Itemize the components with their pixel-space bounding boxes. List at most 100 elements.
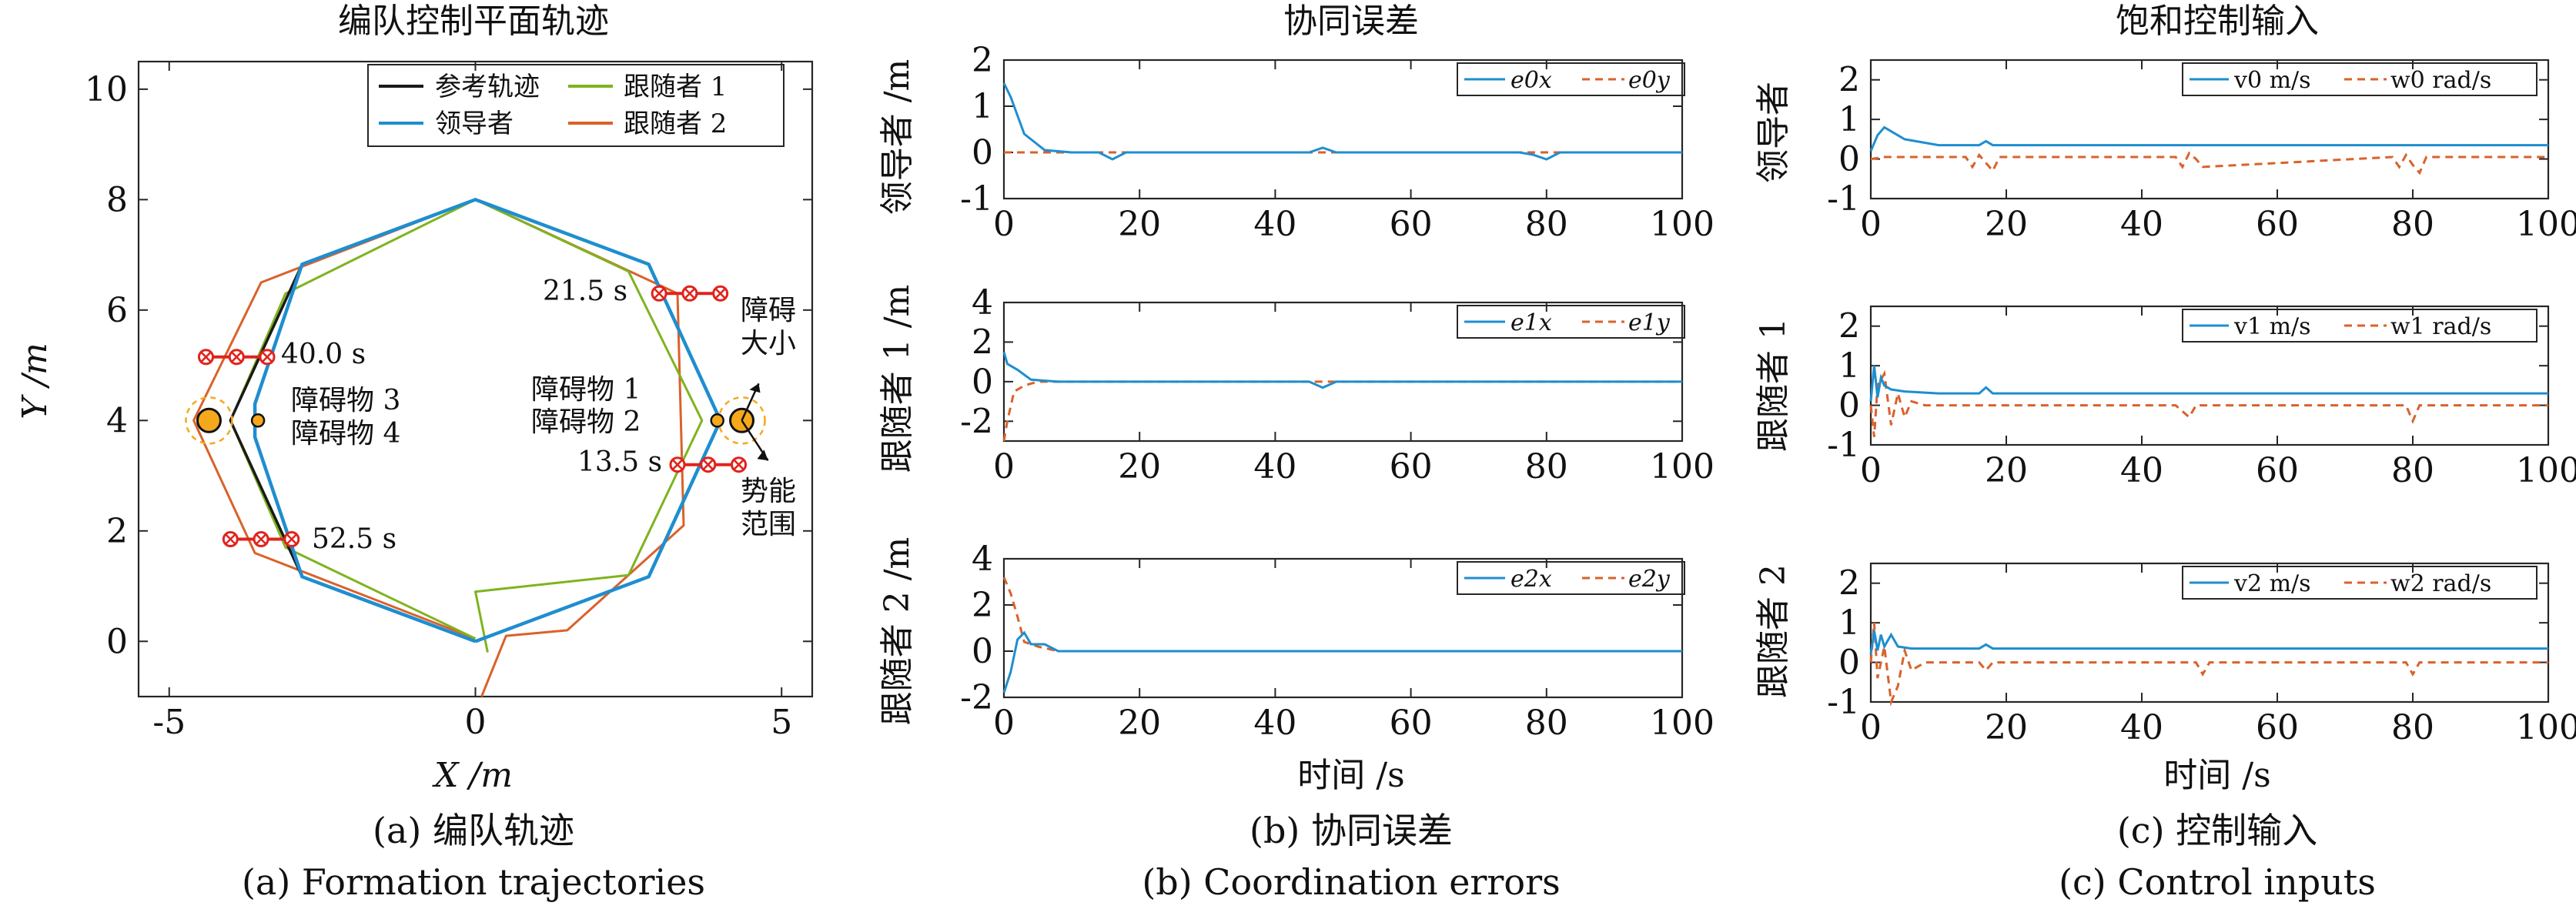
panel-b-row2-xtick-label: 100 [1650,703,1715,743]
legend-label-v1: v1 m/s [2233,313,2311,340]
obstacle-potential-range [185,396,233,445]
panel-c-row1-xtick-label: 40 [2120,451,2163,490]
obstacle-label-4: 障碍物 4 [291,418,400,449]
formation-node-cross [654,288,665,299]
panel-a-xlabel: X /m [432,756,513,795]
panel-a-legend: 参考轨迹 领导者 跟随者 1 跟随者 2 [367,64,785,147]
panel-c-row2-ytick-label: 0 [1838,643,1860,683]
marker-label-400: 40.0 s [281,339,366,370]
panel-b-caption-en: (b) Coordination errors [1142,861,1560,903]
panel-c-row1-xtick-label: 100 [2516,451,2576,490]
obstacle-small [710,413,724,428]
range-arrow-head [757,449,768,461]
formation-node-cross [286,533,297,545]
panel-a-ylabel: Y /m [15,343,55,419]
panel-a-title: 编队控制平面轨迹 [338,2,609,41]
panel-b-caption-zh: (b) 协同误差 [1250,810,1453,851]
panel-b-title: 协同误差 [1283,2,1419,41]
legend-label-follower1: 跟随者 1 [624,72,727,102]
panel-c-row0-ytick-label: 0 [1838,140,1860,179]
panel-b-row0-xtick-label: 80 [1525,205,1568,244]
panel-c-title: 饱和控制输入 [2116,2,2319,41]
panel-b-row2-axes-frame [1002,557,1684,699]
legend-label-e1y: e1y [1628,309,1671,336]
panel-c-row1-xtick-label: 20 [1985,451,2028,490]
legend-label-v0: v0 m/s [2233,67,2311,94]
formation-node-cross [200,351,212,363]
panel-c-row0-xtick-label: 40 [2120,205,2163,244]
marker-label-135: 13.5 s [577,446,662,478]
panel-b-row2-xtick-label: 40 [1253,703,1296,743]
series-w2 [1869,622,2548,707]
panel-c-row0-ytick-label: 1 [1838,100,1860,139]
panel-c-caption-en: (c) Control inputs [2059,861,2376,903]
series-v2 [1869,630,2548,655]
trajectory-leader [253,198,722,643]
panel-b-row0-ytick-label: -1 [960,179,993,219]
legend-label-reference: 参考轨迹 [435,72,540,102]
obstacle-label-1: 障碍物 1 [531,374,641,406]
formation-node-cross [684,288,695,299]
panel-a-ytick-label: 8 [106,180,128,219]
series-v1 [1869,365,2548,402]
panel-a-ytick-label: 4 [106,401,128,440]
panel-b-row2-ytick-label: 2 [972,586,993,625]
panel-c-ylabel-2: 跟随者 2 [1754,564,1793,698]
series-e2y [1002,576,1682,653]
legend-label-leader: 领导者 [435,109,514,139]
panel-c-ylabel-0: 领导者 [1754,82,1793,183]
panel-c-row0-ytick-label: -1 [1827,179,1860,219]
series-e1x [1002,351,1682,389]
panel-b-row1-ytick-label: 0 [972,363,993,402]
panel-b-legend-0: e0x e0y [1457,62,1685,96]
panel-a-ytick-label: 10 [85,70,128,109]
panel-c-ylabel-1: 跟随者 1 [1754,318,1793,452]
panel-c-row1-ytick-label: 1 [1838,346,1860,386]
obstacle-label-3: 障碍物 3 [291,385,400,416]
panel-c-row2-xtick-label: 100 [2516,708,2576,747]
panel-b-row0-ytick-label: 0 [972,133,993,172]
panel-b-row1-xtick-label: 40 [1253,447,1296,486]
potential-range-label-a: 势能 [741,476,796,507]
obstacle-size-label-a: 障碍 [741,295,796,326]
panel-b-row1-ytick-label: 2 [972,322,993,362]
series-e0x [1002,82,1682,161]
panel-c-row2-xtick-label: 60 [2256,708,2299,747]
panel-b-xlabel: 时间 /s [1297,756,1404,795]
series-w0 [1870,151,2548,175]
panel-a-axes-frame [137,60,814,698]
panel-c-row2-ytick-label: 1 [1838,603,1860,643]
potential-range-label-b: 范围 [741,509,796,540]
panel-b-legend-1: e1x e1y [1457,305,1685,339]
panel-b-row1-ytick-label: 4 [972,283,993,322]
series-e1y [1002,380,1682,442]
panel-c-row2-axes-frame [1869,562,2550,703]
formation-node-cross [733,459,744,470]
panel-c-row2-xtick-label: 20 [1985,708,2028,747]
marker-label-525: 52.5 s [312,523,396,555]
panel-b-ylabel-0: 领导者 /m [878,59,917,216]
panel-c-legend-2: v2 m/s w2 rad/s [2182,566,2538,600]
panel-a-xtick-label: -5 [152,703,186,742]
panel-a-caption-en: (a) Formation trajectories [242,861,705,903]
panel-b-row0-ytick-label: 2 [972,41,993,80]
legend-label-e0x: e0x [1510,67,1552,94]
panel-b-row0-xtick-label: 40 [1253,205,1296,244]
panel-a-caption-zh: (a) 编队轨迹 [373,810,574,851]
formation-node-cross [231,351,243,363]
panel-c-row1-xtick-label: 80 [2391,451,2434,490]
panel-c-xlabel: 时间 /s [2163,756,2270,795]
series-v0 [1869,125,2548,152]
panel-c-row0-xtick-label: 0 [1860,205,1882,244]
panel-b-row1-xtick-label: 20 [1118,447,1161,486]
panel-a-ytick-label: 6 [106,291,128,330]
panel-c-row1-ytick-label: 0 [1838,386,1860,426]
panel-b-row0-axes-frame [1002,58,1684,200]
panel-c-row2-xtick-label: 0 [1860,708,1882,747]
panel-b-row0-xtick-label: 20 [1118,205,1161,244]
obstacle-small [250,413,266,428]
panel-b-ylabel-1: 跟随者 1 /m [878,285,917,473]
panel-c-row0-xtick-label: 60 [2256,205,2299,244]
panel-b-row1-xtick-label: 0 [993,447,1015,486]
